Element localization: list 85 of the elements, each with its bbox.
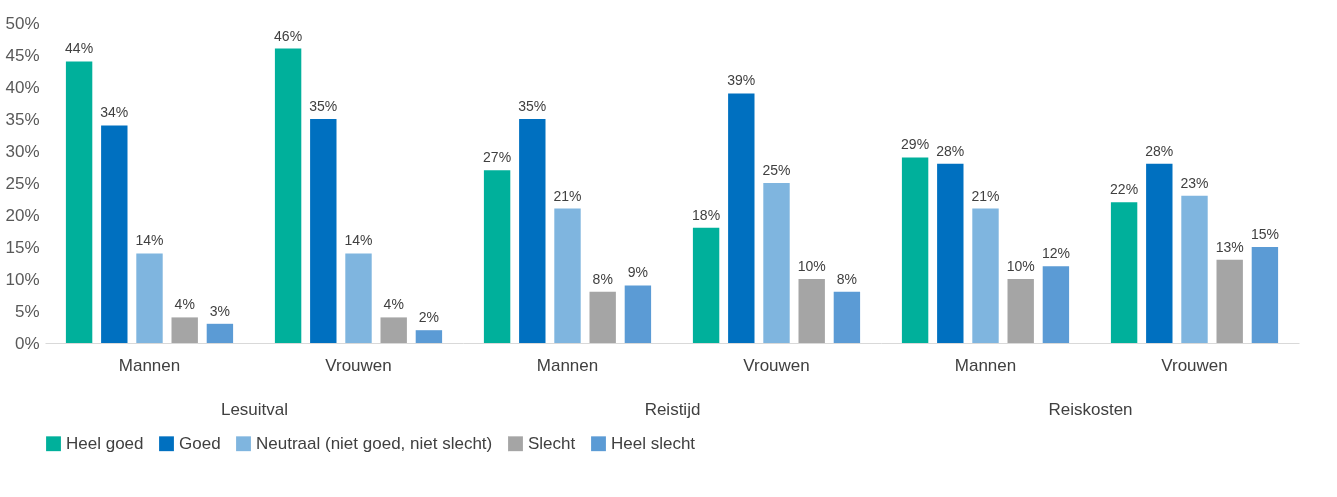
bar xyxy=(415,330,443,343)
legend-label: Slecht xyxy=(528,433,576,453)
x-tick-label: Mannen xyxy=(536,355,599,375)
data-label: 14% xyxy=(135,232,164,249)
data-label: 3% xyxy=(209,302,231,319)
data-label: 2% xyxy=(418,309,440,326)
y-tick-label: 10% xyxy=(5,269,40,289)
data-label: 35% xyxy=(309,98,338,114)
y-tick-label: 5% xyxy=(14,301,40,321)
bar xyxy=(171,317,198,343)
bar xyxy=(1007,279,1034,343)
data-label: 14% xyxy=(344,232,373,249)
data-label: 25% xyxy=(762,162,791,178)
legend-label: Heel slecht xyxy=(611,433,696,453)
x-tick-label: Vrouwen xyxy=(743,355,810,375)
bar xyxy=(901,157,929,343)
bar xyxy=(274,48,302,343)
data-label: 8% xyxy=(836,270,858,287)
bar xyxy=(763,183,790,343)
legend-label: Goed xyxy=(179,433,221,453)
data-label: 28% xyxy=(936,142,965,159)
bar xyxy=(1110,202,1138,343)
data-label: 13% xyxy=(1215,238,1244,255)
bar xyxy=(519,119,546,343)
data-label: 4% xyxy=(174,296,195,313)
text: Lesuitval xyxy=(220,399,289,419)
data-label: 27% xyxy=(483,149,512,166)
bar xyxy=(833,291,861,343)
x-tick-label: Vrouwen xyxy=(1161,355,1228,375)
y-tick-label: 50% xyxy=(5,13,40,33)
data-label: 23% xyxy=(1180,174,1209,191)
y-tick-label: 15% xyxy=(5,237,40,257)
bar xyxy=(380,317,407,343)
bar xyxy=(554,208,581,343)
bar xyxy=(624,285,652,343)
x-tick-label: Mannen xyxy=(954,355,1017,375)
data-label: 8% xyxy=(592,270,613,287)
data-label: 34% xyxy=(100,104,129,121)
data-label: 15% xyxy=(1250,226,1279,242)
bar xyxy=(1146,163,1173,343)
data-label: 10% xyxy=(1006,258,1035,274)
data-label: 39% xyxy=(727,72,756,89)
bar xyxy=(345,253,372,343)
bar xyxy=(310,119,337,343)
data-label: 22% xyxy=(1110,181,1139,198)
data-label: 9% xyxy=(627,264,649,281)
bar xyxy=(483,170,511,343)
bar xyxy=(101,125,128,343)
y-tick-label: 25% xyxy=(5,173,40,193)
bar xyxy=(1251,247,1279,343)
data-label: 4% xyxy=(383,296,404,313)
text: Reistijd xyxy=(644,399,701,419)
bar xyxy=(1181,195,1208,343)
data-label: 18% xyxy=(692,206,721,223)
data-label: 29% xyxy=(901,136,930,153)
bar xyxy=(1042,266,1070,343)
data-label: 21% xyxy=(553,187,582,204)
data-label: 21% xyxy=(971,187,1000,204)
bar xyxy=(798,279,825,343)
data-label: 46% xyxy=(274,27,303,44)
data-label: 44% xyxy=(65,40,94,57)
x-tick-label: Mannen xyxy=(118,355,181,375)
data-label: 35% xyxy=(518,98,547,114)
legend-label: Heel goed xyxy=(66,433,144,453)
y-tick-label: 30% xyxy=(5,141,40,161)
y-tick-label: 40% xyxy=(5,77,40,97)
data-label: 12% xyxy=(1041,245,1070,262)
y-tick-label: 20% xyxy=(5,205,40,225)
data-label: 10% xyxy=(797,258,826,274)
data-label: 28% xyxy=(1145,142,1174,159)
legend-label: Neutraal (niet goed, niet slecht) xyxy=(256,433,493,453)
y-tick-label: 0% xyxy=(14,333,40,353)
bar xyxy=(937,163,964,343)
y-tick-label: 45% xyxy=(5,45,40,65)
text: Reiskosten xyxy=(1048,399,1133,419)
bar xyxy=(65,61,93,343)
bar xyxy=(589,291,616,343)
bar xyxy=(136,253,163,343)
y-tick-label: 35% xyxy=(5,109,40,129)
bar xyxy=(692,227,720,343)
bar xyxy=(728,93,755,343)
bar xyxy=(206,323,234,343)
x-tick-label: Vrouwen xyxy=(325,355,392,375)
bar xyxy=(972,208,999,343)
bar xyxy=(1216,259,1243,343)
